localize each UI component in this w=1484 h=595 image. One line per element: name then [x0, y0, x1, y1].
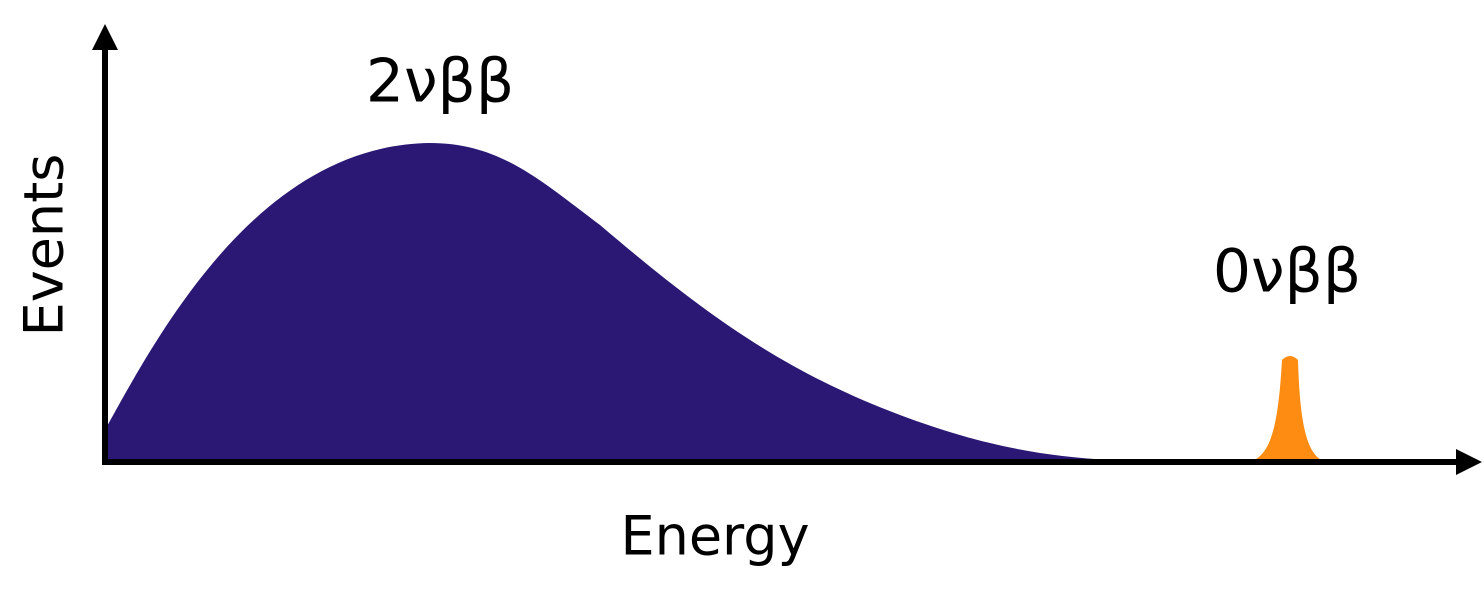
zero-neutrino-peak [1250, 356, 1325, 462]
x-axis-arrow [1456, 449, 1482, 475]
two-neutrino-spectrum [105, 143, 1110, 462]
y-axis-arrow [92, 24, 118, 50]
x-axis-label: Energy [620, 505, 809, 568]
annotation: 0νββ [1213, 237, 1361, 307]
annotation: 2νββ [366, 47, 514, 117]
y-axis-label: Events [13, 154, 76, 337]
